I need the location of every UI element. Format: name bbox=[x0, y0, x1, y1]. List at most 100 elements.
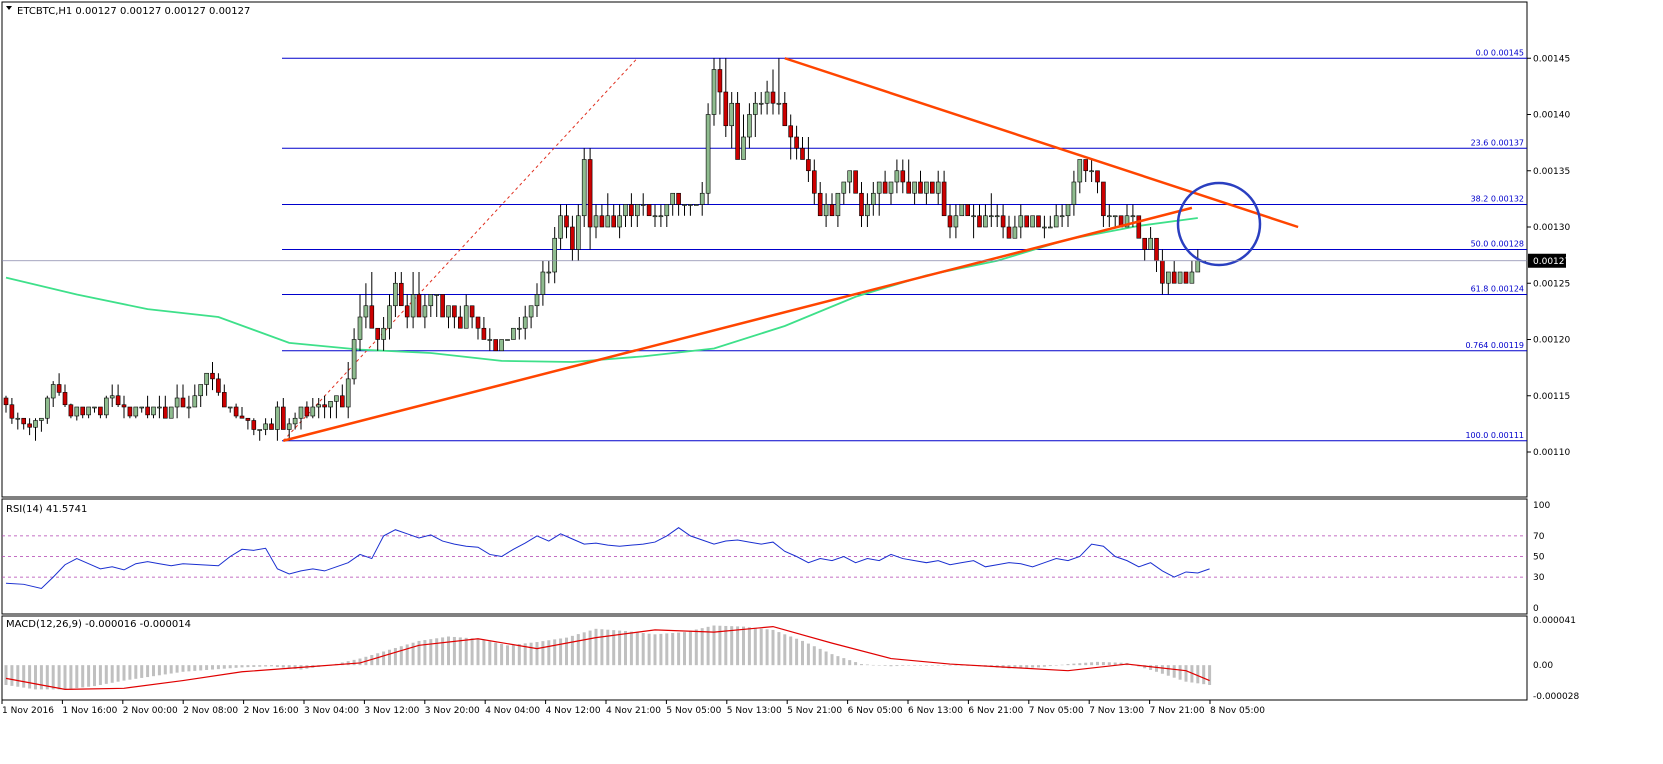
macd-histogram-bar bbox=[753, 627, 757, 666]
candle bbox=[15, 412, 21, 430]
chevron-down-icon[interactable] bbox=[6, 6, 12, 10]
candle-body-down bbox=[369, 305, 375, 329]
macd-histogram-bar bbox=[447, 636, 450, 666]
macd-histogram-bar bbox=[240, 665, 244, 668]
macd-histogram-bar bbox=[1184, 665, 1188, 682]
macd-histogram-bar bbox=[789, 636, 793, 666]
macd-histogram-bar bbox=[358, 658, 362, 666]
candle-body-up bbox=[174, 397, 180, 408]
macd-histogram-bar bbox=[570, 635, 574, 666]
macd-histogram-bar bbox=[470, 638, 474, 666]
macd-histogram-bar bbox=[476, 638, 480, 666]
candle bbox=[499, 339, 504, 352]
macd-histogram-bar bbox=[252, 665, 256, 667]
candle bbox=[959, 204, 965, 217]
candle-body-up bbox=[316, 404, 322, 408]
macd-panel[interactable]: -0.000028 0.00 0.000041 bbox=[1, 615, 1579, 702]
candle-body-up bbox=[387, 305, 392, 329]
candle-body-down bbox=[216, 378, 221, 393]
macd-histogram-bar bbox=[500, 644, 504, 666]
candle bbox=[747, 103, 752, 149]
candle bbox=[705, 103, 711, 205]
candle-body-down bbox=[941, 181, 947, 217]
macd-histogram-bar bbox=[606, 629, 610, 666]
fib-retracement-diagonal[interactable] bbox=[282, 57, 638, 442]
candle-body-up bbox=[198, 384, 203, 397]
candle-body-up bbox=[581, 159, 587, 217]
candle-body-up bbox=[1077, 159, 1083, 183]
candle bbox=[841, 181, 847, 205]
candle bbox=[599, 204, 605, 228]
price-panel[interactable]: 0.00110 0.00115 0.00120 0.00125 0.00130 0.001… bbox=[1, 1, 1570, 498]
candle-body-up bbox=[1195, 260, 1201, 273]
rsi-panel[interactable]: 0 30 50 70 100 bbox=[1, 498, 1550, 615]
candle-body-up bbox=[275, 406, 280, 430]
candle bbox=[280, 398, 286, 430]
macd-histogram-bar bbox=[1072, 663, 1076, 666]
macd-histogram-bar bbox=[370, 655, 374, 666]
candle-body-down bbox=[1154, 237, 1159, 262]
candle-body-up bbox=[994, 215, 1000, 218]
macd-histogram-bar bbox=[81, 665, 85, 688]
macd-histogram-bar bbox=[759, 628, 763, 666]
candle-body-up bbox=[664, 204, 670, 217]
candle-body-up bbox=[988, 215, 994, 218]
candle-body-up bbox=[652, 215, 658, 218]
candle bbox=[575, 204, 581, 261]
macd-panel-title: MACD(12,26,9) -0.000016 -0.000014 bbox=[6, 619, 191, 630]
macd-histogram-bar bbox=[275, 665, 279, 667]
candle bbox=[847, 170, 853, 194]
candle bbox=[1012, 215, 1018, 239]
candle bbox=[292, 412, 298, 430]
candle-body-down bbox=[1083, 159, 1088, 172]
candle bbox=[227, 406, 233, 413]
candle bbox=[587, 148, 593, 250]
macd-histogram-bar bbox=[588, 630, 592, 666]
candle bbox=[351, 328, 357, 385]
macd-histogram-bar bbox=[464, 637, 468, 666]
resistance-trendline[interactable] bbox=[784, 57, 1299, 229]
rsi-panel-title: RSI(14) 41.5741 bbox=[6, 504, 87, 515]
candle-body-down bbox=[829, 204, 835, 217]
candle-body-up bbox=[227, 406, 233, 409]
candle-body-up bbox=[522, 316, 528, 329]
candle-body-down bbox=[493, 339, 499, 352]
fib-level-label: 0.0 0.00145 bbox=[1476, 48, 1524, 57]
macd-histogram-bar bbox=[865, 664, 869, 666]
candle bbox=[86, 406, 91, 419]
candle bbox=[1071, 170, 1077, 216]
support-trendline[interactable] bbox=[282, 206, 1193, 442]
candle-body-down bbox=[770, 91, 776, 104]
candle bbox=[469, 305, 475, 329]
candle bbox=[316, 398, 322, 419]
candle-body-down bbox=[440, 294, 445, 318]
time-axis-label: 1 Nov 16:00 bbox=[62, 706, 117, 716]
candle-body-up bbox=[552, 237, 558, 273]
candle-body-down bbox=[404, 305, 410, 318]
candle-body-up bbox=[865, 204, 870, 217]
macd-histogram-bar bbox=[641, 632, 645, 666]
candle-body-up bbox=[912, 181, 917, 194]
candle-body-up bbox=[623, 204, 628, 217]
candle-body-down bbox=[27, 423, 32, 428]
macd-histogram-bar bbox=[423, 640, 427, 666]
candle-body-down bbox=[929, 181, 935, 194]
candle-body-down bbox=[1006, 226, 1012, 239]
candle-body-down bbox=[906, 181, 912, 194]
candle bbox=[646, 204, 652, 217]
candle-body-up bbox=[1030, 215, 1035, 228]
time-axis-label: 3 Nov 20:00 bbox=[425, 706, 480, 716]
macd-histogram-bar bbox=[152, 665, 155, 677]
macd-frame bbox=[1, 615, 1528, 701]
candle bbox=[446, 305, 451, 329]
macd-histogram-bar bbox=[1149, 665, 1153, 671]
candle-body-up bbox=[729, 102, 735, 127]
candle bbox=[174, 384, 180, 419]
fib-level-label: 0.764 0.00119 bbox=[1465, 341, 1524, 350]
candle-body-down bbox=[1036, 215, 1041, 228]
candle-body-up bbox=[1012, 226, 1018, 239]
macd-histogram-bar bbox=[281, 665, 285, 668]
macd-histogram-bar bbox=[706, 626, 710, 666]
candle-body-down bbox=[599, 215, 605, 228]
